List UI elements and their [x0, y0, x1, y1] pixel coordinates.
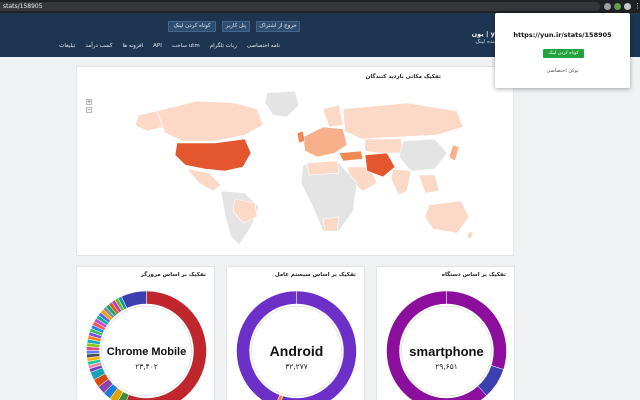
map-region-north-africa	[306, 160, 340, 176]
browser-top-count: ۲۳,۴۰۲	[135, 362, 158, 371]
map-region-usa	[174, 138, 252, 172]
map-region-brazil	[232, 198, 258, 224]
os-top-label: Android	[269, 343, 324, 359]
os-chart-inner-ring	[251, 305, 342, 397]
zoom-in-button[interactable]: +	[86, 99, 92, 105]
os-top-count: ۳۲,۲۷۷	[285, 362, 308, 371]
address-bar-url: stats/158905	[3, 3, 43, 10]
device-chart-title: تفکیک بر اساس دستگاه	[441, 272, 506, 278]
browser-top-label: Chrome Mobile	[106, 346, 187, 358]
popup-short-url: https://yun.ir/stats/158905	[513, 31, 612, 39]
address-bar[interactable]: stats/158905	[0, 2, 600, 11]
device-top-count: ۲۹,۶۵۱	[435, 362, 458, 371]
map-region-iran	[364, 152, 396, 178]
extension-icon[interactable]	[604, 3, 611, 10]
zoom-out-button[interactable]: −	[86, 107, 92, 113]
visitor-map-card: تفکیک مکانی بازدید کنندگان + −	[76, 66, 514, 256]
unsubscribe-button[interactable]: خروج از اشتراک	[256, 21, 300, 32]
browser-toolbar: stats/158905 ⋮	[0, 0, 640, 13]
map-region-uk	[296, 130, 306, 144]
os-donut-chart[interactable]	[227, 289, 366, 400]
os-chart-slice[interactable]	[236, 290, 297, 400]
browser-donut-chart[interactable]	[77, 289, 216, 400]
browser-chart-title: تفکیک بر اساس مرورگر	[140, 272, 206, 278]
os-chart-title: تفکیک بر اساس سیستم عامل	[274, 272, 356, 278]
device-donut-chart[interactable]	[377, 289, 516, 400]
map-region-europe	[302, 126, 348, 158]
map-region-australia	[424, 200, 470, 234]
nav-item-utm-builder[interactable]: ساخت utm	[171, 43, 200, 49]
menu-icon[interactable]: ⋮	[634, 2, 640, 10]
browser-chart-inner-ring	[101, 305, 192, 397]
map-region-mexico	[186, 168, 222, 192]
nav-item-ads[interactable]: تبلیغات	[59, 43, 76, 49]
shorten-link-button[interactable]: کوتاه کردن لینک	[168, 21, 216, 32]
device-chart-slice[interactable]	[386, 290, 488, 400]
map-region-alaska	[134, 110, 164, 132]
browser-chart-card: تفکیک بر اساس مرورگر Chrome Mobile ۲۳,۴۰…	[76, 266, 215, 400]
world-map[interactable]	[117, 87, 477, 247]
extension-popup: https://yun.ir/stats/158905 کوتاه کردن ل…	[495, 13, 630, 88]
map-region-japan	[448, 144, 460, 162]
map-region-china	[398, 138, 448, 172]
brand-subtitle: کوتاه کننده لینک	[475, 39, 512, 45]
user-panel-button[interactable]: پنل کاربر	[222, 21, 250, 32]
map-region-africa	[300, 162, 358, 232]
extension-icon[interactable]	[614, 3, 621, 10]
map-region-central-asia	[364, 138, 404, 154]
map-region-canada	[156, 100, 264, 142]
main-nav: نامه اختصاصی ربات تلگرام ساخت utm API اف…	[59, 42, 280, 50]
popup-shorten-button[interactable]: کوتاه کردن لینک	[543, 49, 584, 58]
nav-item-api[interactable]: API	[153, 43, 162, 49]
map-title: تفکیک مکانی بازدید کنندگان	[365, 74, 441, 80]
device-chart-inner-ring	[401, 305, 492, 397]
nav-item-extensions[interactable]: افزونه ها	[122, 43, 144, 49]
map-region-greenland	[264, 90, 300, 118]
map-region-russia	[342, 102, 464, 140]
map-region-new-zealand	[466, 230, 474, 240]
browser-chart-slice[interactable]	[124, 290, 207, 400]
nav-item-telegram-bot[interactable]: ربات تلگرام	[209, 43, 237, 49]
map-region-south-africa	[322, 216, 340, 232]
profile-icon[interactable]	[624, 3, 631, 10]
os-chart-card: تفکیک بر اساس سیستم عامل Android ۳۲,۲۷۷	[226, 266, 365, 400]
os-chart-slice[interactable]	[279, 290, 357, 400]
map-region-turkey	[338, 150, 364, 162]
device-chart-card: تفکیک بر اساس دستگاه smartphone ۲۹,۶۵۱	[376, 266, 515, 400]
browser-chart-slice[interactable]	[121, 290, 147, 309]
device-top-label: smartphone	[409, 344, 484, 359]
map-region-india	[390, 168, 412, 196]
nav-item-earn-money[interactable]: کسب درآمد	[85, 43, 113, 49]
nav-item-dedicated-letter[interactable]: نامه اختصاصی	[246, 43, 280, 49]
map-region-scandinavia	[322, 104, 344, 128]
map-region-se-asia	[418, 174, 440, 194]
popup-token-link[interactable]: توکن اختصاصی	[546, 68, 579, 74]
